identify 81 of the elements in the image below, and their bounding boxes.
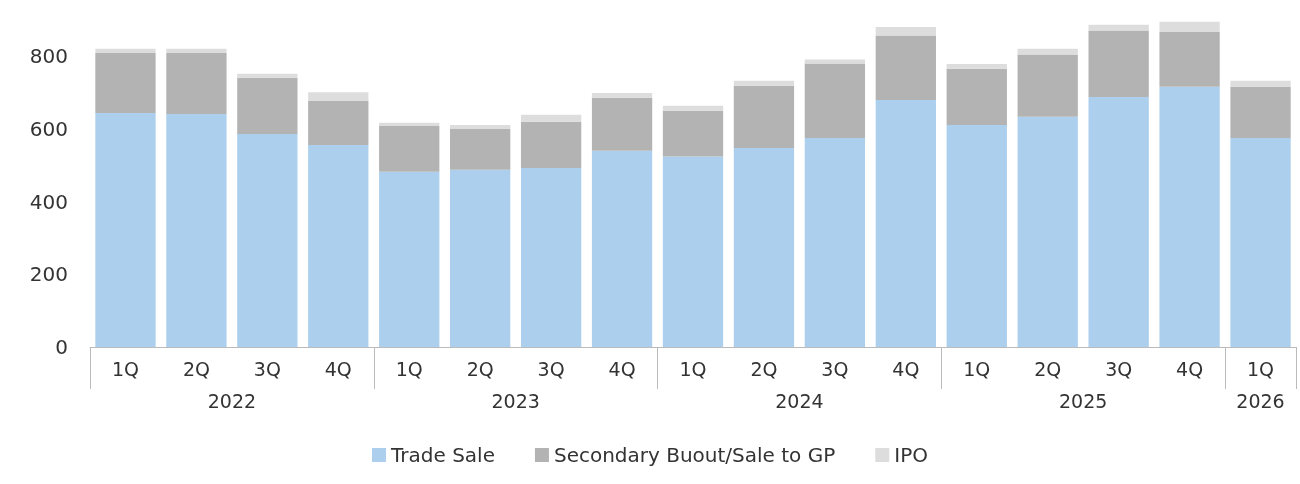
bar [946,63,1007,69]
bar [308,101,369,145]
bar [1088,97,1149,347]
bar [1017,54,1078,117]
x-tick-label: 1Q [679,357,707,380]
bar [520,121,582,168]
bar [1159,31,1220,87]
bar [1230,86,1291,139]
bar [1088,30,1149,98]
bar [1230,80,1291,87]
x-tick-label: 2Q [182,357,210,380]
bar [946,125,1007,347]
x-tick-label: 4Q [892,357,920,380]
legend-label: Trade Sale [390,443,495,467]
bar [662,110,724,157]
bar [1088,24,1149,31]
x-tick-label: 3Q [537,357,565,380]
x-tick-label: 4Q [1176,357,1204,380]
x-tick-label: 1Q [963,357,991,380]
text: 2023 [491,390,540,412]
x-tick-label: 1Q [1247,357,1275,380]
bar [95,113,156,347]
bar [733,80,795,86]
bar [1159,21,1220,32]
bar [875,35,936,100]
bar [1017,116,1078,347]
bar [804,63,866,139]
bar [875,99,936,347]
bar [237,134,298,347]
y-tick-label: 0 [55,335,68,359]
bar [237,73,298,78]
bar [662,156,724,347]
legend-label: IPO [894,443,928,467]
bar [946,68,1007,125]
bar [450,169,511,347]
bar [95,53,156,114]
text: 2022 [207,390,257,412]
bar [804,59,866,64]
x-tick-label: 1Q [395,357,423,380]
bar [166,53,227,115]
bar [875,26,936,36]
bar [450,129,511,170]
bar [733,85,795,148]
x-tick-label: 4Q [608,357,636,380]
bar [237,77,298,135]
bar [591,97,653,151]
bar [1230,138,1291,347]
bar [804,138,866,347]
text: 2025 [1059,390,1108,412]
x-tick-label: 1Q [111,357,139,380]
x-tick-label: 2Q [750,357,778,380]
bar [166,114,227,347]
bar [308,92,369,102]
bar [308,144,369,347]
bar [379,171,440,347]
bar [379,122,440,127]
bar [591,93,653,98]
y-tick-label: 400 [29,189,68,214]
bar [733,147,795,347]
x-tick-label: 3Q [821,357,849,380]
bar [450,125,511,129]
x-tick-label: 3Q [253,357,281,380]
bar [95,48,156,54]
bar [591,150,653,347]
legend-label: Secondary Buout/Sale to GP [553,443,836,467]
bar [662,105,724,111]
text: 2026 [1236,390,1285,412]
text: 2024 [775,390,824,412]
bar [1017,48,1078,55]
y-tick-label: 200 [29,262,68,287]
bar [1159,86,1220,347]
x-tick-label: 3Q [1105,357,1133,380]
y-tick-label: 800 [29,44,68,69]
bar [520,167,582,347]
bar [520,114,582,122]
x-tick-label: 4Q [324,357,352,380]
bar [166,48,227,54]
bar [379,126,440,172]
x-tick-label: 2Q [466,357,494,380]
y-tick-label: 600 [29,117,68,141]
x-tick-label: 2Q [1034,357,1062,380]
